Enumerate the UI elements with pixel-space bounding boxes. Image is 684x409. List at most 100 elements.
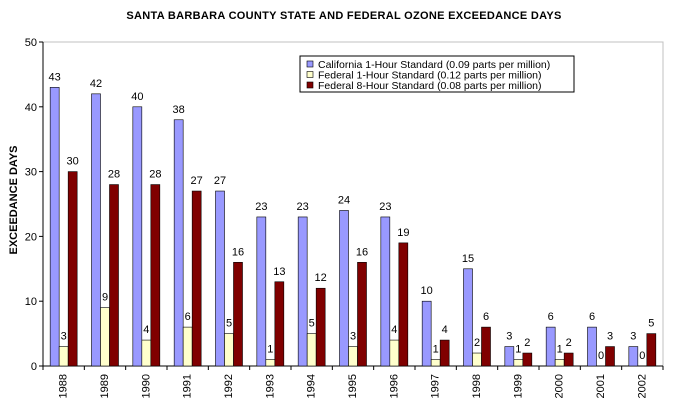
x-tick-label: 2001 <box>595 374 607 398</box>
data-label: 38 <box>173 104 185 116</box>
data-label: 23 <box>379 201 391 213</box>
bar-california-1hr <box>49 87 60 367</box>
bar-federal-1hr <box>348 346 358 367</box>
data-label: 42 <box>90 78 102 90</box>
bar-federal-8hr <box>233 262 243 367</box>
bar-federal-8hr <box>315 287 326 367</box>
bar-california-1hr <box>421 300 432 367</box>
x-tick-label: 1998 <box>471 374 483 398</box>
bar-california-1hr <box>628 346 639 367</box>
x-tick-label: 1989 <box>99 374 111 398</box>
x-tick-label: 1992 <box>223 374 235 398</box>
data-label: 43 <box>49 71 61 83</box>
bar-federal-1hr <box>265 359 276 367</box>
data-label: 6 <box>589 311 595 323</box>
x-tick-label: 1999 <box>512 374 524 398</box>
data-label: 3 <box>61 331 67 343</box>
data-label: 13 <box>273 266 285 278</box>
bar-federal-8hr <box>605 346 615 367</box>
bar-california-1hr <box>297 216 308 367</box>
bar-california-1hr <box>173 119 184 367</box>
bar-federal-8hr <box>522 352 533 367</box>
data-label: 5 <box>226 318 232 330</box>
data-label: 40 <box>131 91 143 103</box>
data-label: 1 <box>267 344 273 356</box>
x-tick-label: 1997 <box>430 374 442 398</box>
y-tick-label: 40 <box>25 102 37 114</box>
legend-swatch <box>306 71 314 78</box>
data-label: 3 <box>350 331 356 343</box>
bar-federal-8hr <box>274 281 285 367</box>
data-label: 6 <box>185 311 191 323</box>
legend-swatch <box>306 60 314 68</box>
data-label: 15 <box>462 253 474 265</box>
bar-federal-1hr <box>430 359 441 367</box>
bar-california-1hr <box>91 93 101 367</box>
bar-federal-1hr <box>472 352 482 367</box>
legend-box <box>299 55 575 93</box>
x-tick-label: 1991 <box>182 374 194 398</box>
data-label: 10 <box>421 285 433 297</box>
bar-federal-8hr <box>481 326 491 367</box>
data-label: 30 <box>67 156 79 168</box>
plot-area: 0102030405043330198842928198940428199038… <box>25 37 664 398</box>
bar-federal-1hr <box>100 307 110 367</box>
legend-swatch <box>306 81 314 89</box>
bar-federal-1hr <box>141 339 152 367</box>
data-label: 3 <box>607 331 613 343</box>
bar-california-1hr <box>504 346 515 367</box>
bar-federal-8hr <box>439 339 450 367</box>
data-label: 1 <box>515 344 521 356</box>
bar-federal-1hr <box>554 359 565 367</box>
bar-california-1hr <box>256 216 267 367</box>
bar-california-1hr <box>463 268 473 367</box>
x-tick-label: 1995 <box>347 374 359 398</box>
data-label: 27 <box>191 175 203 187</box>
bar-california-1hr <box>545 326 556 367</box>
data-label: 27 <box>214 175 226 187</box>
y-tick-label: 30 <box>25 167 37 179</box>
data-label: 12 <box>315 272 327 284</box>
x-tick-label: 1993 <box>264 374 276 398</box>
bar-federal-8hr <box>646 333 657 367</box>
data-label: 5 <box>648 318 654 330</box>
bar-california-1hr <box>215 190 225 367</box>
data-label: 24 <box>338 194 350 206</box>
bar-california-1hr <box>132 106 143 367</box>
bar-federal-1hr <box>513 359 524 367</box>
data-label: 6 <box>548 311 554 323</box>
data-label: 1 <box>433 344 439 356</box>
data-label: 4 <box>442 324 448 336</box>
y-tick-label: 50 <box>25 37 37 49</box>
data-label: 23 <box>255 201 267 213</box>
data-label: 28 <box>149 169 161 181</box>
x-tick-label: 1996 <box>388 374 400 398</box>
data-label: 2 <box>474 337 480 349</box>
data-label: 28 <box>108 169 120 181</box>
bar-federal-8hr <box>67 171 78 367</box>
y-tick-label: 20 <box>25 231 37 243</box>
legend-entry: Federal 8-Hour Standard (0.08 parts per … <box>318 80 542 92</box>
bar-federal-8hr <box>357 262 367 367</box>
data-label: 3 <box>506 331 512 343</box>
x-tick-label: 1990 <box>140 374 152 398</box>
x-tick-label: 2002 <box>636 374 648 398</box>
data-label: 2 <box>566 337 572 349</box>
legend-entry: Federal 1-Hour Standard (0.12 parts per … <box>318 70 542 82</box>
data-label: 9 <box>102 292 108 304</box>
x-tick-label: 1988 <box>58 374 70 398</box>
data-label: 4 <box>391 324 397 336</box>
data-label: 23 <box>297 201 309 213</box>
data-label: 19 <box>397 227 409 239</box>
legend: California 1-Hour Standard (0.09 parts p… <box>299 55 575 93</box>
bar-federal-8hr <box>109 184 119 367</box>
bar-california-1hr <box>587 326 597 367</box>
data-label: 3 <box>630 331 636 343</box>
data-label: 1 <box>557 344 563 356</box>
y-tick-label: 10 <box>25 296 37 308</box>
bar-federal-8hr <box>191 190 202 367</box>
legend-entry: California 1-Hour Standard (0.09 parts p… <box>318 59 550 71</box>
data-label: 16 <box>232 246 244 258</box>
